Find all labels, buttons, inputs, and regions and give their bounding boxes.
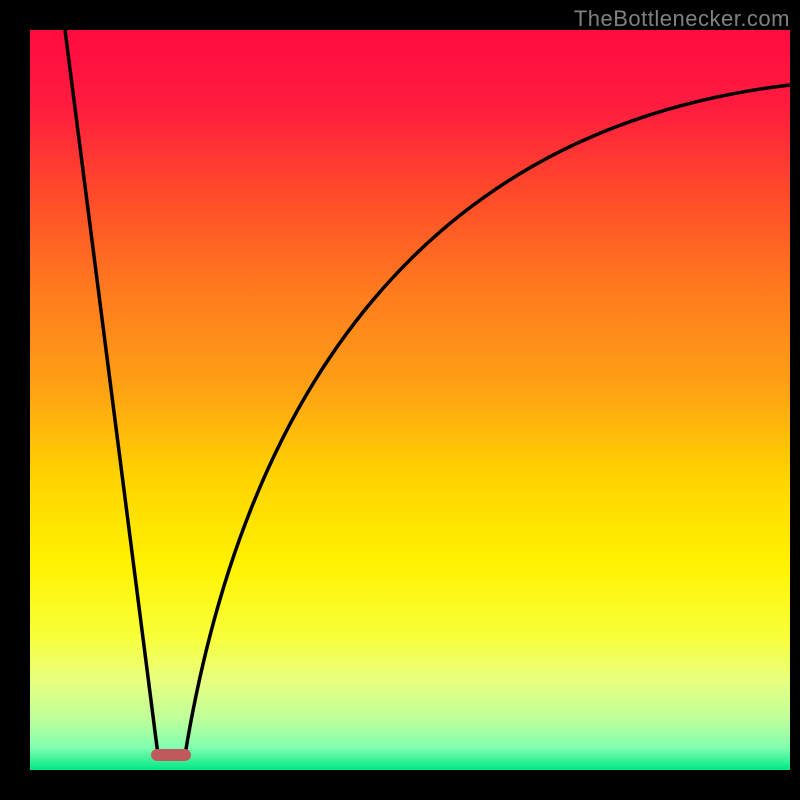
optimum-marker [151,749,191,761]
bottleneck-curve [0,0,800,800]
watermark-text: TheBottlenecker.com [574,6,790,32]
curve-left-branch [65,30,158,755]
chart-frame: TheBottlenecker.com [0,0,800,800]
curve-right-branch [185,85,790,755]
